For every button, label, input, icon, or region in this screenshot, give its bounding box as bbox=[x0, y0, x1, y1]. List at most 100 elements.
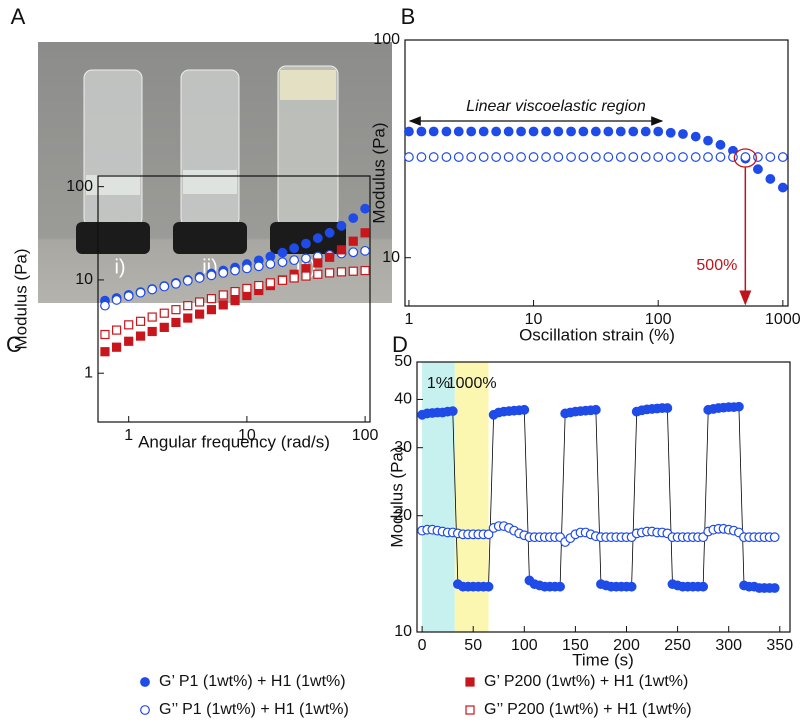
data-point bbox=[312, 233, 323, 244]
data-point bbox=[428, 126, 439, 137]
data-point bbox=[159, 308, 169, 318]
vial-gel bbox=[183, 170, 237, 194]
data-point bbox=[253, 261, 264, 272]
panel-label: A bbox=[11, 4, 26, 29]
data-point bbox=[765, 152, 776, 162]
data-point bbox=[653, 152, 664, 162]
data-point bbox=[541, 126, 551, 137]
data-point bbox=[590, 152, 601, 162]
vial bbox=[270, 65, 346, 254]
data-point bbox=[404, 152, 414, 162]
data-point bbox=[218, 290, 228, 300]
vial-glass bbox=[83, 69, 143, 227]
data-point bbox=[690, 152, 701, 162]
data-point bbox=[183, 313, 193, 323]
data-point bbox=[360, 265, 370, 276]
data-point bbox=[360, 245, 371, 256]
vial-glass bbox=[180, 69, 240, 227]
data-point bbox=[301, 253, 311, 264]
data-point bbox=[195, 297, 205, 307]
data-point bbox=[740, 152, 751, 162]
legend-label: G’ P200 (1wt%) + H1 (1wt%) bbox=[484, 673, 688, 690]
vial-film bbox=[280, 70, 336, 100]
data-point bbox=[241, 263, 252, 274]
data-point bbox=[640, 152, 651, 162]
data-point bbox=[615, 152, 626, 162]
data-point bbox=[111, 342, 122, 352]
data-point bbox=[348, 236, 358, 246]
vial-gel bbox=[86, 175, 140, 195]
data-point bbox=[777, 152, 788, 162]
legend-label: G’ P1 (1wt%) + H1 (1wt%) bbox=[159, 673, 346, 690]
data-point bbox=[289, 255, 300, 266]
data-point bbox=[124, 336, 134, 346]
data-point bbox=[466, 152, 477, 162]
data-point bbox=[218, 267, 229, 278]
x-tick-label: 150 bbox=[562, 637, 589, 654]
data-point bbox=[416, 152, 427, 162]
data-point bbox=[404, 126, 414, 137]
data-point bbox=[541, 152, 551, 162]
data-point bbox=[313, 269, 323, 279]
data-point bbox=[553, 152, 564, 162]
y-tick-label: 30 bbox=[394, 439, 412, 456]
y-axis-label: Modulus (Pa) bbox=[11, 248, 30, 349]
y-axis-label: Modulus (Pa) bbox=[369, 122, 388, 223]
data-point bbox=[206, 305, 217, 315]
data-point bbox=[703, 135, 713, 146]
data-point bbox=[734, 401, 744, 412]
vial bbox=[76, 69, 150, 254]
data-point bbox=[289, 243, 300, 254]
data-point bbox=[336, 245, 347, 255]
data-point bbox=[171, 278, 181, 289]
data-point bbox=[348, 266, 358, 276]
y-axis-label: Modulus (Pa) bbox=[387, 446, 406, 547]
vial bbox=[173, 69, 247, 254]
data-point bbox=[678, 129, 688, 139]
data-point bbox=[324, 227, 335, 238]
plot-frame bbox=[97, 175, 371, 423]
data-point bbox=[753, 164, 763, 175]
data-point bbox=[519, 404, 530, 415]
data-point bbox=[698, 581, 709, 592]
data-point bbox=[147, 326, 157, 337]
data-point bbox=[483, 581, 494, 592]
data-point bbox=[715, 139, 726, 150]
y-tick-label: 40 bbox=[394, 391, 412, 408]
data-point bbox=[135, 287, 146, 298]
plot-frame bbox=[416, 361, 791, 633]
data-point bbox=[528, 126, 539, 137]
data-point bbox=[603, 152, 614, 162]
data-point bbox=[277, 247, 288, 258]
x-tick-label: 1 bbox=[124, 427, 133, 444]
data-point bbox=[301, 238, 311, 249]
data-point bbox=[183, 301, 193, 311]
photo: i) ii) iii) bbox=[38, 42, 392, 303]
data-point bbox=[111, 325, 122, 335]
data-point bbox=[566, 152, 576, 162]
data-point bbox=[171, 317, 181, 328]
data-point bbox=[478, 126, 489, 137]
x-tick-label: 0 bbox=[418, 637, 427, 654]
data-point bbox=[441, 152, 452, 162]
data-point bbox=[491, 126, 502, 137]
data-point bbox=[194, 273, 205, 283]
data-point bbox=[428, 152, 439, 162]
data-point bbox=[491, 152, 502, 162]
data-point bbox=[769, 583, 780, 593]
x-tick-label: 1000 bbox=[765, 311, 800, 328]
vial-cap bbox=[76, 222, 150, 254]
panel-label: C bbox=[6, 332, 22, 357]
x-tick-label: 250 bbox=[664, 637, 691, 654]
annotation: Linear viscoelastic region bbox=[466, 98, 646, 115]
x-tick-label: 200 bbox=[613, 637, 640, 654]
data-point bbox=[453, 152, 464, 162]
data-point bbox=[230, 265, 240, 276]
data-point bbox=[135, 316, 146, 326]
data-point bbox=[628, 152, 639, 162]
vial-cap bbox=[173, 222, 247, 254]
data-point bbox=[325, 268, 335, 278]
x-axis-label: Angular frequency (rad/s) bbox=[138, 432, 330, 451]
data-point bbox=[453, 126, 464, 137]
